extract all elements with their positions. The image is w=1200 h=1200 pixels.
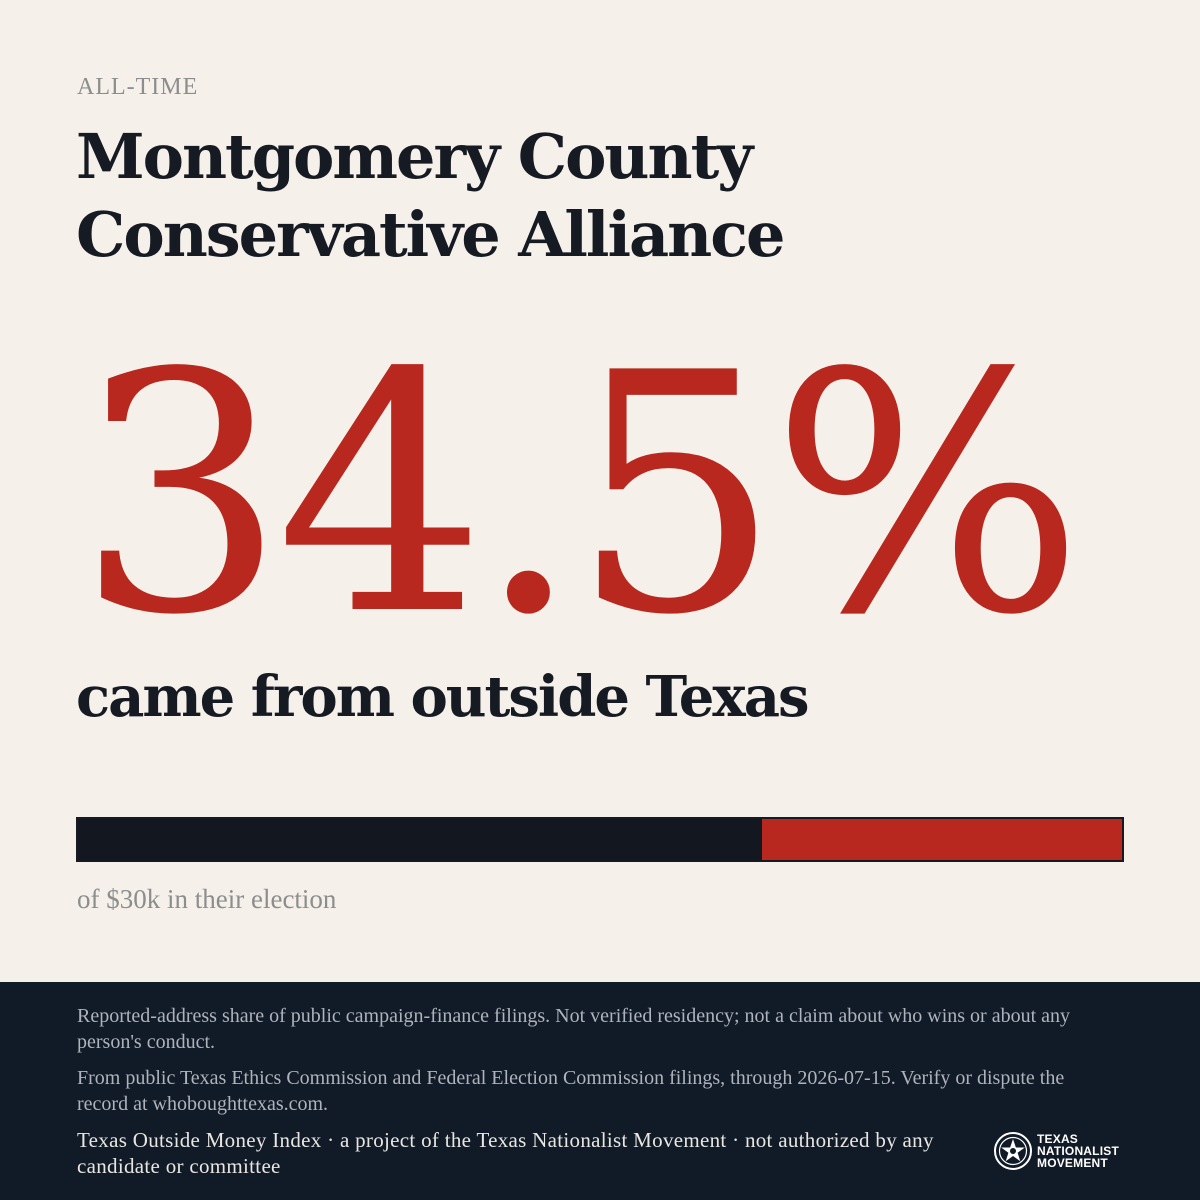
logo-wordmark: TEXAS NATIONALIST MOVEMENT bbox=[1037, 1133, 1119, 1169]
share-bar-in-state bbox=[78, 819, 762, 860]
share-bar bbox=[76, 817, 1124, 862]
page-title: Montgomery County Conservative Alliance bbox=[76, 120, 785, 271]
headline-percentage: 34.5% bbox=[76, 303, 1084, 687]
logo-line: TEXAS bbox=[1037, 1132, 1079, 1146]
stat-caption: came from outside Texas bbox=[76, 664, 810, 730]
source-text: From public Texas Ethics Commission and … bbox=[77, 1067, 1065, 1115]
eyebrow-label: ALL-TIME bbox=[77, 74, 199, 100]
disclaimer-text: Reported-address share of public campaig… bbox=[77, 1005, 1071, 1053]
star-seal-icon bbox=[994, 1132, 1032, 1170]
share-bar-outside bbox=[761, 819, 1122, 860]
bar-caption: of $30k in their election bbox=[77, 884, 337, 914]
tnm-logo: TEXAS NATIONALIST MOVEMENT bbox=[993, 1130, 1119, 1172]
credit-text: Texas Outside Money Index · a project of… bbox=[77, 1128, 934, 1178]
logo-line: MOVEMENT bbox=[1037, 1156, 1108, 1170]
logo-line: NATIONALIST bbox=[1037, 1144, 1119, 1158]
